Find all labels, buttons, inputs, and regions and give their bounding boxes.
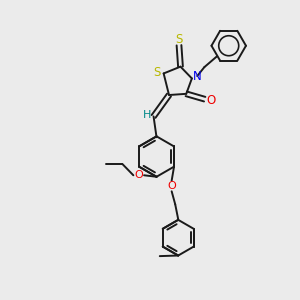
Text: O: O — [134, 170, 143, 180]
Text: O: O — [167, 181, 176, 191]
Text: N: N — [193, 70, 202, 83]
Text: H: H — [143, 110, 151, 120]
Text: S: S — [154, 66, 161, 79]
Text: S: S — [175, 33, 183, 46]
Text: O: O — [206, 94, 215, 107]
